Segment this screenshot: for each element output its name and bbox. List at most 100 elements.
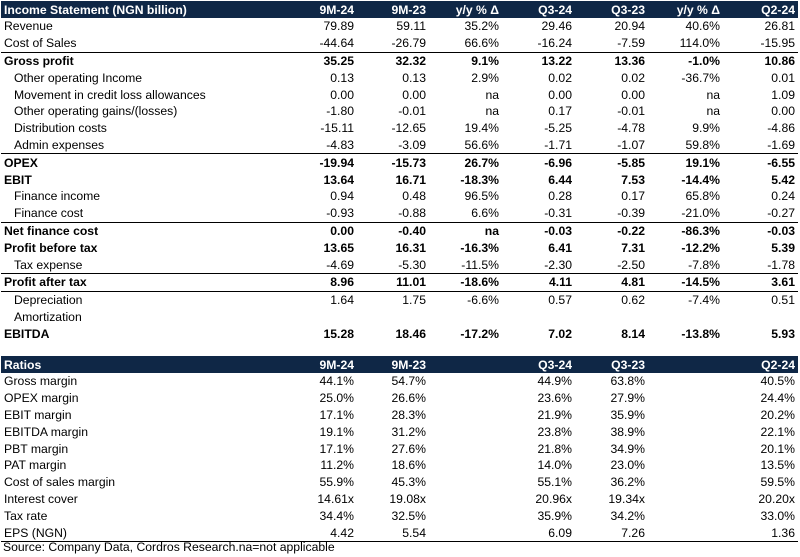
income-title: Income Statement (NGN billion) <box>1 1 285 18</box>
row-value: 96.5% <box>464 189 499 204</box>
row-value: 4.81 <box>621 275 645 290</box>
table-row: PAT margin 11.2% 18.6% 14.0% 23.0% 13.5% <box>1 457 798 474</box>
row-value <box>648 491 723 508</box>
row-value <box>648 474 723 491</box>
row-label: Revenue <box>4 19 53 34</box>
income-header-row: Income Statement (NGN billion) 9M-24 9M-… <box>1 1 798 18</box>
row-value: na <box>484 223 499 238</box>
row-value: 11.2% <box>320 458 354 473</box>
row-value: -19.94 <box>319 155 354 170</box>
row-value: 13.36 <box>614 53 646 68</box>
row-value: 0.00 <box>330 87 354 102</box>
row-value: 13.5% <box>760 458 795 473</box>
row-value: -0.01 <box>398 104 426 119</box>
row-value: -4.83 <box>285 136 357 155</box>
row-value: -15.95 <box>723 34 798 53</box>
row-value: 35.2% <box>464 19 499 34</box>
row-value: 0.00 <box>621 87 645 102</box>
row-value: na <box>485 87 499 102</box>
row-value: -0.40 <box>398 223 426 238</box>
row-value <box>429 491 502 508</box>
row-label: Finance cost <box>1 204 285 223</box>
row-value: 44.1% <box>319 374 354 389</box>
row-label: Cost of sales margin <box>4 475 116 490</box>
row-value: -86.3% <box>681 223 720 238</box>
row-value: 5.39 <box>771 240 795 255</box>
row-value <box>429 407 502 424</box>
row-value: 4.11 <box>548 275 572 290</box>
row-value <box>648 390 723 407</box>
row-value: 18.46 <box>395 326 427 341</box>
table-row: Finance income 0.94 0.48 96.5% 0.28 0.17 65.8%… <box>1 188 798 205</box>
row-value: 59.11 <box>396 19 426 34</box>
row-value: 34.4% <box>319 508 354 523</box>
row-value: 35.9% <box>537 508 572 523</box>
row-value: 28.3% <box>391 407 426 422</box>
source-note: Source: Company Data, Cordros Research.n… <box>3 540 335 554</box>
row-value: 7.26 <box>575 524 648 542</box>
row-value: 6.41 <box>548 240 572 255</box>
col-header: Q3-23 <box>575 1 648 18</box>
row-value <box>429 423 502 440</box>
row-value: 22.1% <box>760 424 795 439</box>
row-value: 1.75 <box>357 290 429 309</box>
row-value <box>648 423 723 440</box>
ratios-header-row: Ratios 9M-24 9M-23 Q3-24 Q3-23 Q2-24 <box>1 356 798 373</box>
table-row: Admin expenses -4.83 -3.09 56.6% -1.71 -1.07 5… <box>1 136 798 155</box>
table-row: Depreciation 1.64 1.75 -6.6% 0.57 0.62 -7.4% 0.… <box>1 290 798 309</box>
row-value <box>429 474 502 491</box>
row-value: -0.93 <box>285 204 357 223</box>
row-value: 21.8% <box>537 441 572 456</box>
row-value: 34.9% <box>610 441 645 456</box>
table-row: Other operating gains/(losses) -1.80 -0.01… <box>1 103 798 120</box>
row-value: 5.54 <box>357 524 429 542</box>
row-value: na <box>706 87 720 102</box>
row-value: -1.0% <box>688 53 720 68</box>
row-value: 15.28 <box>323 326 355 341</box>
row-label: OPEX margin <box>4 391 79 406</box>
row-value: 1.64 <box>285 290 357 309</box>
row-label: Profit after tax <box>4 275 87 290</box>
row-value: 19.08x <box>389 491 426 506</box>
row-value: -16.3% <box>460 240 499 255</box>
row-value: 0.28 <box>548 189 572 204</box>
row-label: Admin expenses <box>1 136 285 155</box>
row-label: EBITDA margin <box>4 424 88 439</box>
row-value: -3.09 <box>357 136 429 155</box>
row-value <box>357 309 429 326</box>
row-value: 14.61x <box>317 491 354 506</box>
row-value: 0.62 <box>575 290 648 309</box>
row-value: -0.22 <box>617 223 645 238</box>
row-label: Interest cover <box>4 491 78 506</box>
row-label: Net finance cost <box>4 223 99 238</box>
row-value: 10.86 <box>764 53 796 68</box>
row-value <box>648 457 723 474</box>
row-value: 23.0% <box>610 458 645 473</box>
row-value: -6.6% <box>429 290 502 309</box>
row-value: 65.8% <box>685 189 720 204</box>
row-value: -17.2% <box>460 326 499 341</box>
row-value <box>429 440 502 457</box>
col-header: 9M-23 <box>357 356 429 373</box>
row-value: -15.11 <box>320 121 354 136</box>
row-label: PAT margin <box>4 458 67 473</box>
row-value: -0.03 <box>544 223 572 238</box>
row-value <box>648 440 723 457</box>
row-label: Gross margin <box>4 374 78 389</box>
row-value: 38.9% <box>610 424 645 439</box>
table-row: PBT margin 17.1% 27.6% 21.8% 34.9% 20.1% <box>1 440 798 457</box>
col-header: 9M-24 <box>285 1 357 18</box>
row-value: -13.8% <box>681 326 720 341</box>
row-value: 35.25 <box>323 53 355 68</box>
row-value: 14.0% <box>537 458 572 473</box>
row-value: 59.5% <box>760 475 795 490</box>
row-value: 35.9% <box>610 407 645 422</box>
row-value: 18.6% <box>391 458 426 473</box>
table-row: Distribution costs -15.11 -12.65 19.4% -5.25… <box>1 120 798 137</box>
row-value: 114.0% <box>648 34 723 53</box>
col-header: 9M-24 <box>285 356 357 373</box>
row-value: 17.1% <box>319 441 354 456</box>
row-value: -5.85 <box>617 155 645 170</box>
row-value <box>429 457 502 474</box>
